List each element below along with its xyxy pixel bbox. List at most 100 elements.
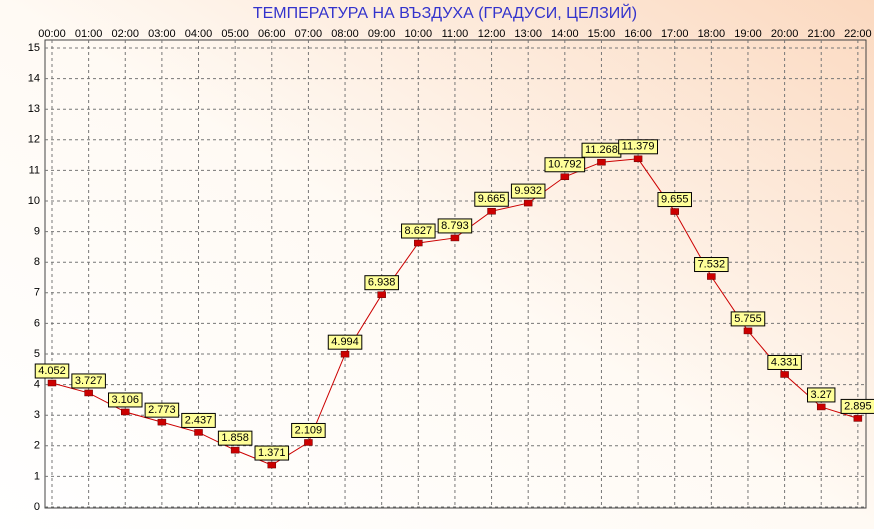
value-label-box (364, 275, 399, 291)
x-tick-label: 09:00 (368, 28, 396, 40)
value-label-box (144, 402, 180, 418)
value-label: 3.27 (811, 389, 832, 401)
point (523, 199, 533, 207)
y-tick-label: 1 (34, 470, 40, 482)
value-label-box (181, 412, 216, 428)
value-label-box (767, 354, 802, 370)
y-tick-label: 7 (34, 287, 40, 299)
value-label-box (807, 387, 836, 403)
point (780, 371, 789, 378)
y-tick-label: 6 (34, 317, 40, 329)
point (304, 439, 313, 446)
value-label-box (34, 363, 70, 379)
point (560, 173, 570, 181)
x-tick-label: 00:00 (38, 28, 66, 40)
value-label-box (327, 334, 363, 350)
x-tick-label: 02:00 (111, 28, 139, 40)
value-label: 1.371 (258, 447, 286, 459)
value-label-box (657, 192, 692, 208)
plot-frame (44, 39, 867, 509)
point (340, 350, 350, 358)
value-label-box (544, 157, 586, 173)
y-tick-label: 5 (34, 348, 40, 360)
point (597, 158, 606, 166)
point (47, 379, 57, 387)
point (377, 291, 386, 298)
value-label: 7.532 (698, 258, 726, 270)
y-tick-label: 11 (29, 164, 40, 176)
y-tick-label: 2 (34, 440, 40, 452)
point (267, 461, 277, 469)
x-tick-label: 06:00 (258, 28, 286, 40)
value-label: 2.109 (295, 424, 323, 436)
y-tick-label: 3 (34, 409, 40, 421)
point (194, 429, 203, 436)
value-label-box (107, 392, 143, 408)
x-tick-label: 03:00 (148, 28, 176, 40)
value-label-box (401, 223, 436, 239)
value-label-box (840, 398, 874, 414)
value-label-box (254, 445, 290, 461)
y-tick-label: 8 (34, 256, 40, 268)
value-label: 4.994 (331, 336, 359, 348)
point (743, 327, 753, 335)
x-tick-label: 07:00 (295, 28, 323, 40)
y-tick-label: 4 (34, 379, 40, 391)
point (707, 273, 716, 280)
value-label: 2.773 (148, 404, 176, 416)
value-label-box (291, 422, 326, 438)
point (633, 155, 643, 163)
x-tick-label: 12:00 (478, 28, 506, 40)
x-tick-label: 01:00 (75, 28, 103, 40)
value-label: 2.895 (844, 400, 872, 412)
value-label: 9.665 (478, 193, 506, 205)
x-tick-label: 05:00 (221, 28, 249, 40)
y-tick-label: 0 (34, 501, 40, 513)
value-label: 8.793 (441, 220, 469, 232)
x-tick-label: 11:00 (442, 28, 469, 40)
x-tick-label: 08:00 (331, 28, 359, 40)
value-label: 5.755 (734, 313, 762, 325)
point (121, 408, 130, 416)
value-label: 3.727 (75, 375, 103, 387)
x-tick-label: 22:00 (844, 28, 872, 40)
value-label: 8.627 (405, 225, 433, 237)
y-tick-label: 12 (28, 134, 40, 146)
x-tick-label: 04:00 (185, 28, 213, 40)
x-tick-label: 19:00 (734, 28, 762, 40)
y-tick-label: 9 (34, 226, 40, 238)
value-label-box (618, 139, 658, 155)
value-label: 11.268 (585, 144, 618, 156)
point (157, 418, 167, 426)
point (853, 415, 863, 422)
x-tick-label: 13:00 (514, 28, 542, 40)
point (230, 446, 240, 454)
point (816, 403, 826, 411)
value-label-box (217, 430, 253, 446)
value-label-box (730, 311, 766, 327)
point (414, 239, 423, 247)
x-tick-label: 20:00 (771, 28, 799, 40)
point (670, 208, 679, 215)
value-label: 4.052 (38, 365, 66, 377)
value-label: 4.331 (771, 356, 799, 368)
x-tick-label: 17:00 (661, 28, 689, 40)
point (450, 234, 460, 242)
value-label-box (437, 218, 473, 234)
x-tick-label: 18:00 (698, 28, 726, 40)
y-tick-label: 10 (28, 195, 40, 207)
point (84, 389, 93, 397)
y-tick-label: 14 (28, 73, 40, 85)
x-tick-label: 15:00 (588, 28, 616, 40)
value-label-box (474, 191, 509, 207)
x-tick-label: 14:00 (551, 28, 579, 40)
value-label-box (71, 373, 106, 389)
chart-title: ТЕМПЕРАТУРА НА ВЪЗДУХА (ГРАДУСИ, ЦЕЛЗИЙ) (253, 3, 637, 22)
value-label-box (694, 257, 729, 273)
y-tick-label: 13 (28, 103, 40, 115)
value-label: 9.655 (661, 193, 689, 205)
value-label: 10.792 (548, 159, 582, 171)
x-tick-label: 21:00 (807, 28, 835, 40)
